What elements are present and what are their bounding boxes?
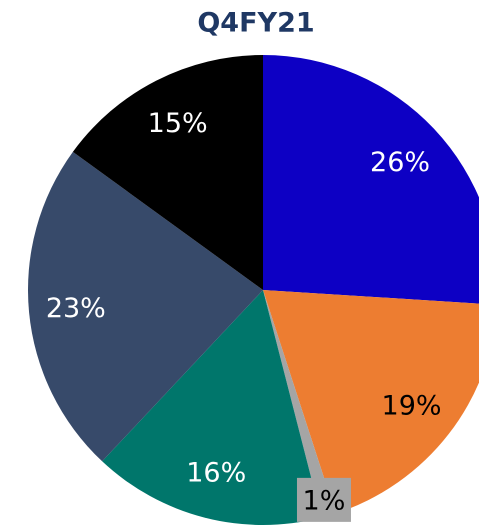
data-label: 1%	[303, 485, 346, 516]
data-label: 19%	[382, 391, 442, 422]
pie-slice	[72, 55, 263, 290]
data-label: 26%	[370, 147, 430, 178]
pie-slice	[102, 290, 322, 525]
pie-slice	[263, 55, 479, 304]
data-label: 23%	[46, 293, 106, 324]
label-box	[296, 477, 351, 522]
data-label: 15%	[148, 108, 208, 139]
chart-title: Q4FY21	[197, 8, 314, 39]
pie-slice	[263, 290, 479, 514]
data-label: 16%	[186, 458, 246, 489]
pie-slice	[27, 151, 263, 462]
pie-slice	[263, 290, 336, 518]
